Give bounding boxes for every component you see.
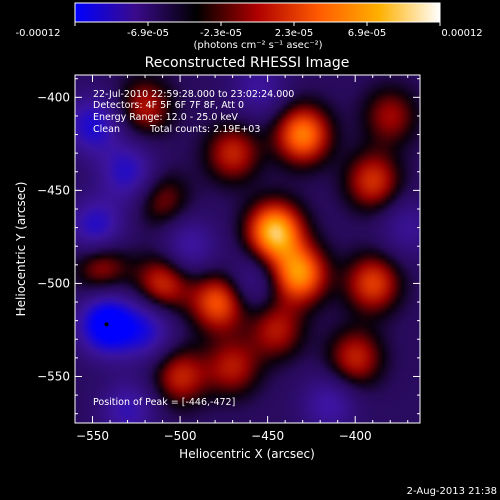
colorbar-gradient [74,2,441,23]
colorbar-tick-label: -2.3e-05 [200,28,242,39]
colorbar: -0.00012 -6.9e-05 -2.3e-05 2.3e-05 6.9e-05 0.… [16,2,483,51]
colorbar-tick-label: -6.9e-05 [127,28,169,39]
x-tick-label: −500 [164,429,197,443]
annotation-method: Clean [93,124,120,135]
annotation-energy: Energy Range: 12.0 - 25.0 keV [93,112,238,123]
colorbar-units: (photons cm⁻² s⁻¹ asec⁻²) [193,40,322,51]
y-tick-label: −550 [37,369,70,383]
min-marker [104,322,109,327]
x-tick-label: −400 [339,429,372,443]
y-tick-label: −450 [37,183,70,197]
x-tick-label: −450 [251,429,284,443]
heatmap-image [75,75,420,423]
colorbar-tick-label: 2.3e-05 [275,28,313,39]
y-tick-label: −400 [37,90,70,104]
heatmap-area [75,75,420,423]
colorbar-tick-label: 6.9e-05 [348,28,386,39]
colorbar-ticks: -0.00012 -6.9e-05 -2.3e-05 2.3e-05 6.9e-05 0.… [16,22,483,39]
colorbar-tick-label: -0.00012 [16,28,61,39]
x-tick-label: −550 [76,429,109,443]
y-axis-ticks: −400 −450 −500 −550 [37,78,420,415]
peak-position-label: Position of Peak = [-446,-472] [93,397,235,408]
x-axis-label: Heliocentric X (arcsec) [179,447,315,461]
annotation-detectors: Detectors: 4F 5F 6F 7F 8F, Att 0 [93,100,244,111]
chart-title: Reconstructed RHESSI Image [145,55,350,71]
peak-marker [104,322,109,327]
x-axis-ticks: −550 −500 −450 −400 [74,75,409,443]
plot-frame [74,74,421,424]
image-annotations: 22-Jul-2010 22:59:28.000 to 23:02:24.000… [93,89,294,408]
y-axis-label: Heliocentric Y (arcsec) [14,182,28,317]
footer-timestamp: 2-Aug-2013 21:38 [407,486,497,497]
y-tick-label: −500 [37,276,70,290]
annotation-counts: Total counts: 2.19E+03 [149,124,260,135]
annotation-time: 22-Jul-2010 22:59:28.000 to 23:02:24.000 [93,89,294,100]
colorbar-tick-label: 0.00012 [441,28,482,39]
